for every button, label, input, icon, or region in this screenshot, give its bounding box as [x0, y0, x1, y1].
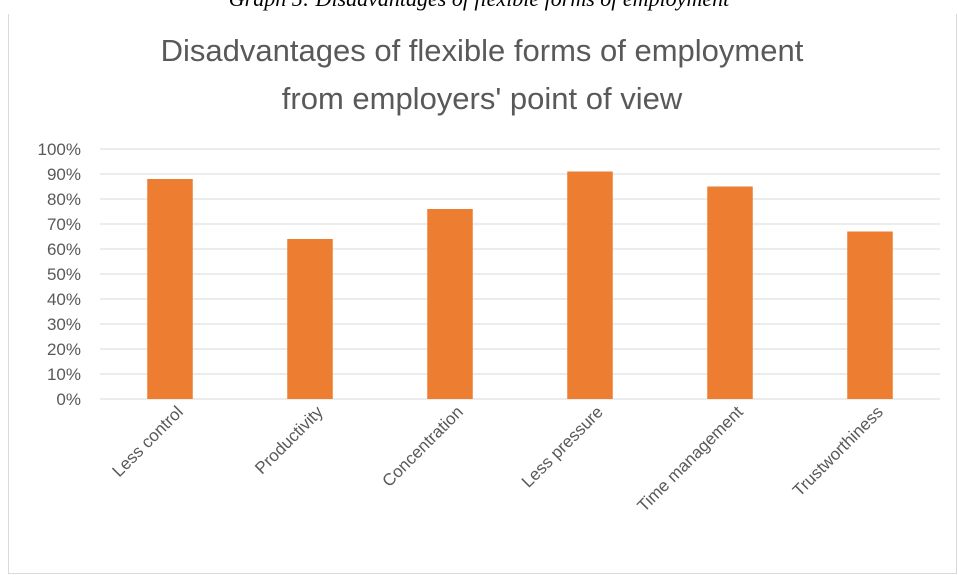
bars [147, 171, 893, 399]
bar-time-management [707, 186, 753, 399]
x-category-label: Concentration [379, 402, 467, 490]
y-tick-label: 90% [47, 165, 81, 184]
x-category-label: Productivity [251, 402, 327, 478]
y-tick-label: 30% [47, 315, 81, 334]
y-tick-label: 50% [47, 265, 81, 284]
bar-productivity [287, 239, 333, 399]
bar-less-control [147, 179, 193, 399]
chart-title: Disadvantages of flexible forms of emplo… [161, 33, 804, 116]
y-axis-tick-labels: 0% 10% 20% 30% 40% 50% 60% 70% 80% 90% 100% [38, 140, 81, 409]
chart-title-line-1: Disadvantages of flexible forms of emplo… [161, 33, 804, 68]
y-tick-label: 100% [38, 140, 81, 159]
y-tick-label: 10% [47, 365, 81, 384]
y-tick-label: 40% [47, 290, 81, 309]
chart-area [8, 14, 957, 574]
x-axis-category-labels: Less control Productivity Concentration Les… [109, 402, 887, 516]
y-tick-label: 80% [47, 190, 81, 209]
x-category-label: Trustworthiness [789, 402, 887, 500]
bar-less-pressure [567, 171, 613, 399]
x-category-label: Less control [109, 402, 187, 480]
bar-trustworthiness [847, 231, 893, 399]
y-tick-label: 20% [47, 340, 81, 359]
x-category-label: Less pressure [518, 402, 607, 491]
y-tick-label: 60% [47, 240, 81, 259]
bar-concentration [427, 209, 473, 399]
figure-caption-text: Graph 5: Disadvantages of flexible forms… [0, 0, 958, 12]
chart-title-line-2: from employers' point of view [282, 81, 683, 116]
x-category-label: Time management [634, 402, 747, 515]
y-tick-label: 70% [47, 215, 81, 234]
figure-caption: Graph 5: Disadvantages of flexible forms… [0, 0, 958, 14]
y-tick-label: 0% [56, 390, 81, 409]
gridlines [100, 148, 940, 400]
